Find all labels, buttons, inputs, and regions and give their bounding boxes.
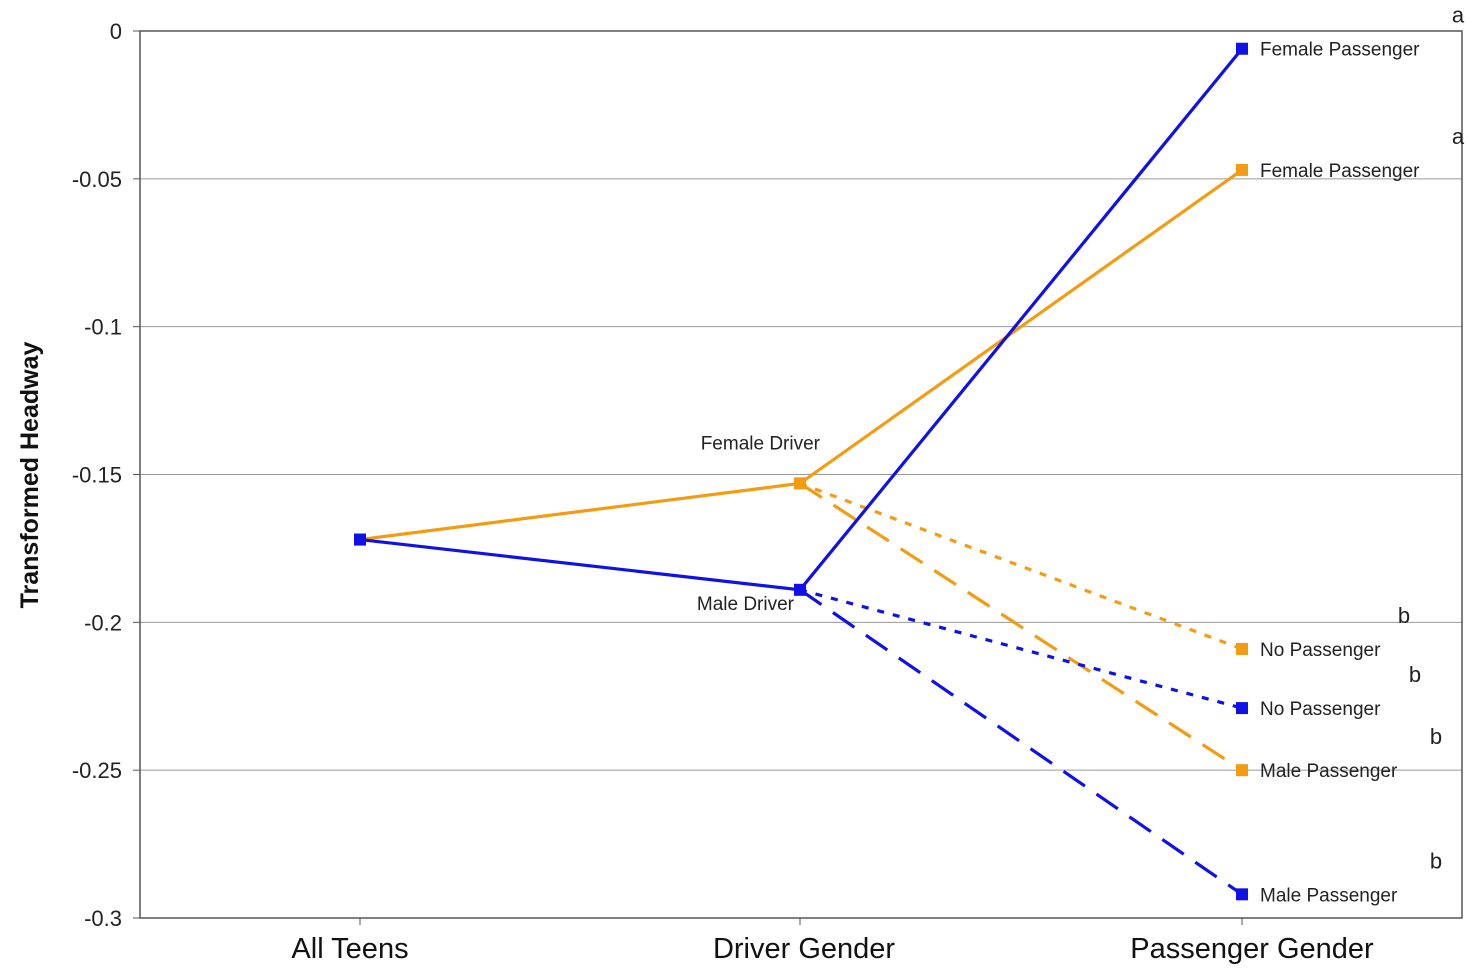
data-point-female: [1236, 764, 1248, 777]
y-tick-label: -0.1: [84, 315, 122, 340]
data-point-male: [1236, 888, 1248, 901]
significance-letter: b: [1430, 848, 1442, 873]
x-tick-label: Passenger Gender: [1130, 933, 1374, 965]
data-point-male: [794, 583, 806, 596]
significance-letter: b: [1430, 724, 1442, 749]
point-label: Male Passenger: [1260, 885, 1398, 906]
data-point-male: [1236, 42, 1248, 55]
point-label: Female Passenger: [1260, 40, 1420, 61]
point-label: Male Driver: [697, 594, 795, 615]
significance-letter: b: [1409, 662, 1421, 687]
series-line-male-dashed: [799, 588, 1243, 896]
y-tick-label: -0.2: [84, 610, 122, 635]
x-tick-label: All Teens: [291, 933, 408, 965]
point-label: Male Passenger: [1260, 761, 1398, 782]
series-lines: [359, 47, 1244, 896]
data-point-male: [1236, 702, 1248, 715]
data-point-female: [1236, 163, 1248, 176]
point-labels: Female Driver Male Driver Female Passenger…: [697, 40, 1420, 907]
y-tick-label: 0: [110, 19, 122, 44]
y-axis-ticks: 0 -0.05 -0.1 -0.15 -0.2 -0.25 -0.3: [72, 19, 140, 931]
series-line-female-dashed: [799, 482, 1243, 772]
data-point-male: [354, 533, 366, 546]
data-point-female: [1236, 642, 1248, 655]
significance-letter: a: [1452, 124, 1465, 149]
point-label: Female Driver: [701, 433, 821, 454]
y-tick-label: -0.05: [72, 167, 122, 192]
point-label: Female Passenger: [1260, 161, 1420, 182]
significance-letters: a a b b b b: [1398, 3, 1465, 874]
data-point-female: [794, 477, 806, 490]
series-line-male-dotted: [799, 588, 1243, 710]
x-axis-ticks: All Teens Driver Gender Passenger Gender: [291, 918, 1374, 965]
significance-letter: b: [1398, 603, 1410, 628]
y-tick-label: -0.3: [84, 906, 122, 931]
point-label: No Passenger: [1260, 699, 1381, 720]
significance-letter: a: [1452, 3, 1465, 28]
point-label: No Passenger: [1260, 640, 1381, 661]
y-tick-label: -0.15: [72, 463, 122, 488]
x-tick-label: Driver Gender: [713, 933, 895, 965]
y-tick-label: -0.25: [72, 758, 122, 783]
y-axis-label: Transformed Headway: [16, 342, 44, 609]
series-line-male-solid: [359, 47, 1244, 592]
series-markers: [354, 42, 1248, 901]
